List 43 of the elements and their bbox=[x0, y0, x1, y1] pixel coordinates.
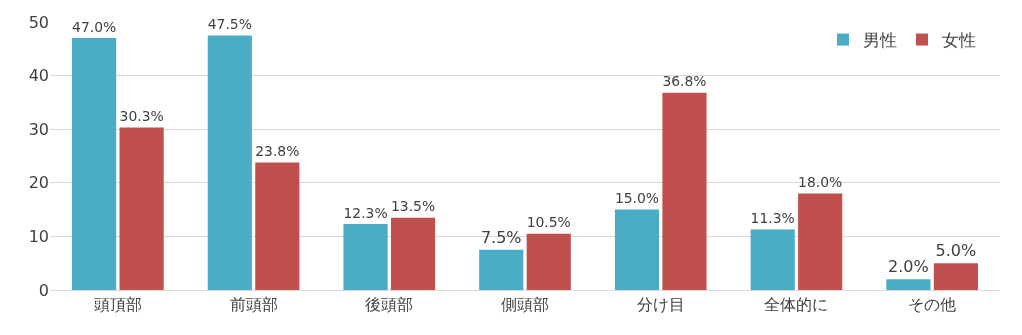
x-tick-label: 分け目 bbox=[636, 295, 685, 315]
data-label: 12.3% bbox=[343, 204, 388, 221]
data-label: 47.0% bbox=[72, 18, 117, 35]
x-tick-label: 頭頂部 bbox=[93, 295, 142, 315]
bar bbox=[614, 209, 660, 290]
legend-label: 女性 bbox=[942, 30, 976, 51]
y-tick-label: 0 bbox=[38, 280, 49, 300]
data-label: 11.3% bbox=[750, 209, 795, 226]
y-tick-label: 50 bbox=[28, 12, 49, 32]
bar bbox=[662, 92, 707, 290]
bar bbox=[798, 193, 843, 290]
bar bbox=[255, 162, 300, 290]
x-tick-label: 全体的に bbox=[764, 295, 829, 315]
data-label: 10.5% bbox=[526, 214, 571, 231]
bar bbox=[72, 38, 117, 290]
bar bbox=[390, 217, 436, 290]
bar bbox=[526, 233, 571, 290]
y-tick-label: 20 bbox=[28, 173, 49, 193]
bar bbox=[750, 229, 795, 290]
data-label: 2.0% bbox=[888, 257, 929, 277]
y-tick-label: 30 bbox=[28, 119, 49, 139]
x-tick-label: 後頭部 bbox=[365, 295, 414, 315]
y-tick-label: 10 bbox=[28, 227, 49, 246]
bar bbox=[886, 279, 931, 290]
x-tick-label: 側頭部 bbox=[501, 295, 549, 315]
data-label: 5.0% bbox=[935, 241, 977, 261]
legend-label: 男性 bbox=[863, 30, 897, 51]
data-label: 7.5% bbox=[480, 227, 522, 247]
data-label: 18.0% bbox=[798, 174, 843, 191]
data-label: 13.5% bbox=[390, 198, 436, 215]
x-tick-label: 前頭部 bbox=[229, 295, 278, 315]
data-label: 47.5% bbox=[207, 15, 252, 32]
bar bbox=[343, 224, 388, 290]
bar bbox=[479, 249, 524, 290]
x-tick-label: その他 bbox=[908, 295, 957, 315]
y-tick-label: 40 bbox=[28, 66, 49, 86]
data-label: 23.8% bbox=[255, 142, 300, 159]
bar bbox=[933, 263, 978, 290]
data-label: 30.3% bbox=[119, 108, 164, 125]
bar bbox=[207, 35, 252, 290]
bar bbox=[119, 127, 164, 290]
data-label: 15.0% bbox=[614, 190, 660, 207]
data-label: 36.8% bbox=[662, 73, 707, 90]
